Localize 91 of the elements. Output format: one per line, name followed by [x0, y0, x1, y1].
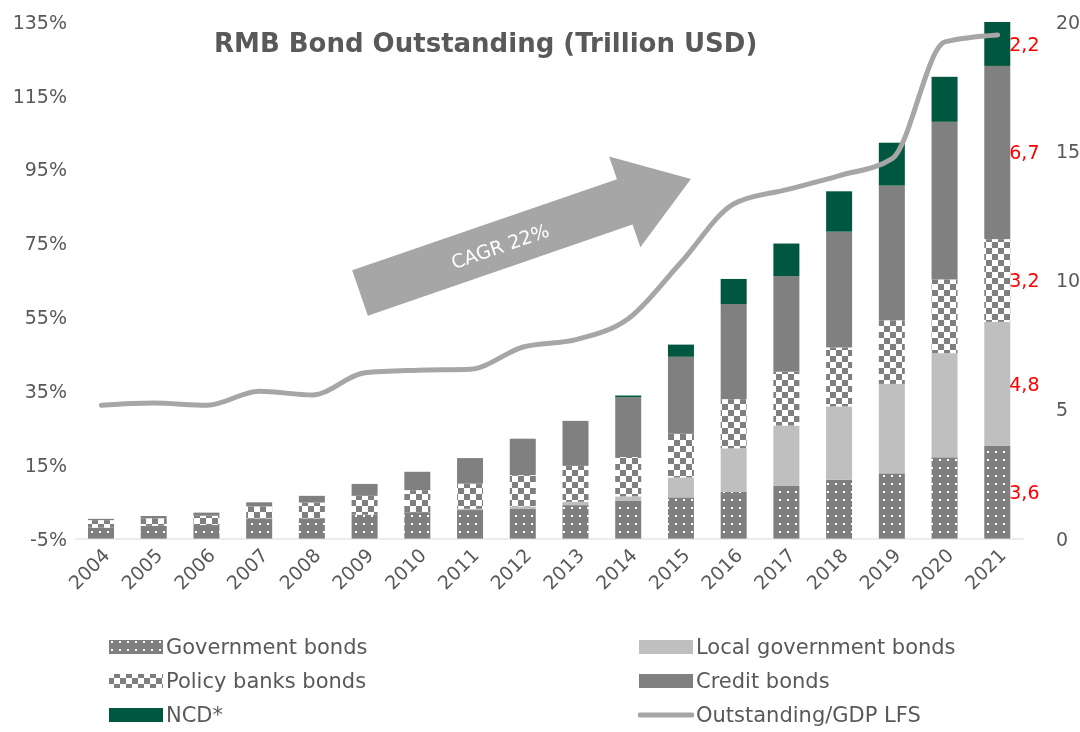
bar	[351, 483, 378, 496]
bar	[457, 458, 484, 484]
chart-title: RMB Bond Outstanding (Trillion USD)	[214, 28, 758, 58]
y-tick-label: 75%	[24, 232, 67, 255]
legend-label: NCD*	[166, 703, 224, 727]
y2-tick-label: 10	[1056, 269, 1080, 292]
bar	[720, 448, 747, 492]
bar	[509, 475, 536, 507]
y-tick-label: 35%	[24, 380, 67, 403]
y-tick-label: 95%	[24, 158, 67, 181]
bar	[773, 276, 800, 372]
bar	[509, 509, 536, 539]
bar	[667, 433, 694, 478]
bar	[826, 231, 853, 348]
legend-label: Government bonds	[166, 635, 368, 659]
bar	[193, 512, 220, 516]
y2-tick-label: 5	[1056, 398, 1069, 421]
bar	[826, 406, 853, 480]
bar	[562, 420, 589, 466]
bar	[773, 243, 800, 277]
bar	[720, 304, 747, 400]
bar	[246, 506, 273, 519]
bar	[667, 356, 694, 434]
legend-label: Credit bonds	[696, 669, 830, 693]
data-label: 3,2	[1009, 269, 1040, 292]
legend-label: Local government bonds	[696, 635, 956, 659]
bar	[826, 479, 853, 539]
data-label: 2,2	[1009, 32, 1040, 55]
bar	[404, 490, 431, 513]
bar	[931, 353, 958, 458]
bar	[984, 445, 1011, 539]
bar	[931, 279, 958, 354]
y-tick-label: -5%	[30, 527, 67, 550]
bar	[984, 321, 1011, 446]
bar	[826, 191, 853, 232]
bar	[720, 399, 747, 449]
bar	[720, 491, 747, 539]
bar	[667, 477, 694, 498]
bar	[773, 371, 800, 426]
bar	[773, 425, 800, 487]
bar	[615, 501, 642, 539]
bar	[509, 438, 536, 476]
bar	[826, 347, 853, 407]
y2-tick-label: 15	[1056, 139, 1080, 162]
bar	[298, 518, 325, 539]
bar	[615, 457, 642, 497]
bar	[404, 471, 431, 491]
bar	[562, 501, 589, 506]
y2-tick-label: 0	[1056, 527, 1069, 550]
bar	[878, 185, 905, 321]
legend-label: Policy banks bonds	[166, 669, 367, 693]
y-tick-label: 55%	[24, 306, 67, 329]
bar	[351, 514, 378, 539]
y-tick-label: 135%	[12, 10, 67, 33]
bar	[509, 506, 536, 510]
data-label: 4,8	[1009, 372, 1040, 395]
data-label: 6,7	[1009, 141, 1040, 164]
bar	[667, 497, 694, 539]
bar	[984, 65, 1011, 240]
bar	[298, 495, 325, 503]
y2-tick-label: 20	[1056, 10, 1080, 33]
bar	[878, 383, 905, 474]
bar	[984, 239, 1011, 322]
bar	[246, 518, 273, 539]
bar	[667, 344, 694, 357]
legend-label: Outstanding/GDP LFS	[696, 703, 921, 727]
bar	[246, 502, 273, 507]
bar	[193, 525, 220, 539]
y-tick-label: 115%	[12, 84, 67, 107]
annotation: CAGR 22%	[447, 217, 553, 276]
bar	[193, 515, 220, 526]
bar	[615, 496, 642, 501]
bar	[562, 505, 589, 539]
bar	[931, 457, 958, 539]
bar	[878, 320, 905, 384]
bar	[457, 483, 484, 509]
y-tick-label: 15%	[24, 453, 67, 476]
bar	[931, 76, 958, 122]
bar	[878, 473, 905, 539]
bar	[404, 512, 431, 539]
data-label: 3,6	[1009, 481, 1040, 504]
bar	[140, 518, 167, 526]
bar	[351, 495, 378, 515]
bar	[773, 486, 800, 539]
bar	[140, 525, 167, 539]
bar	[562, 465, 589, 502]
bar	[931, 121, 958, 280]
bar	[88, 520, 114, 528]
bar	[615, 397, 642, 458]
bar	[457, 510, 484, 539]
bar	[720, 278, 747, 305]
